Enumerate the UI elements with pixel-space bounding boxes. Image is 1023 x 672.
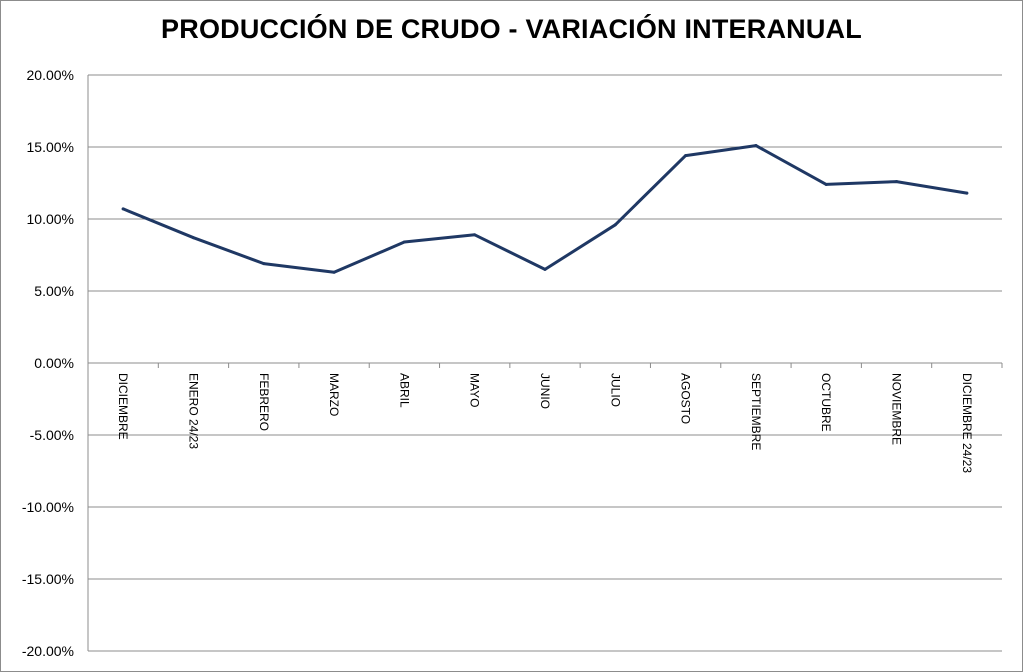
- axes: [87, 75, 1003, 651]
- data-point: [824, 182, 828, 186]
- data-point: [543, 267, 547, 271]
- series-line: [121, 144, 969, 274]
- y-tick-label: 15.00%: [27, 139, 74, 155]
- y-tick-label: 10.00%: [27, 211, 74, 227]
- x-tick-label: OCTUBRE: [819, 373, 833, 432]
- y-tick-label: -20.00%: [22, 643, 74, 659]
- y-tick-label: -15.00%: [22, 571, 74, 587]
- chart-title: PRODUCCIÓN DE CRUDO - VARIACIÓN INTERANU…: [161, 14, 862, 44]
- gridlines: [88, 74, 1002, 652]
- y-tick-labels: 20.00% 15.00% 10.00% 5.00% 0.00% -5.00% -10.00…: [22, 67, 74, 659]
- data-point: [754, 144, 758, 148]
- x-tick-label: JULIO: [608, 373, 622, 407]
- x-tick-label: MARZO: [327, 373, 341, 416]
- data-point: [332, 270, 336, 274]
- data-point: [965, 191, 969, 195]
- x-tick-labels: DICIEMBRE ENERO 24/23 FEBRERO MARZO ABRIL MAY…: [116, 373, 974, 473]
- y-tick-label: 20.00%: [27, 67, 74, 83]
- y-tick-label: -10.00%: [22, 499, 74, 515]
- x-tick-label: AGOSTO: [679, 373, 693, 424]
- data-point: [895, 180, 899, 184]
- x-tick-label: FEBRERO: [257, 373, 271, 431]
- x-tick-label: NOVIEMBRE: [890, 373, 904, 445]
- data-point: [473, 233, 477, 237]
- y-tick-label: -5.00%: [30, 427, 74, 443]
- data-point: [191, 236, 195, 240]
- x-tick-label: ENERO 24/23: [186, 373, 200, 449]
- x-tick-label: DICIEMBRE: [116, 373, 130, 440]
- data-point: [262, 262, 266, 266]
- data-point: [684, 154, 688, 158]
- x-tick-label: JUNIO: [538, 373, 552, 409]
- x-tick-label: MAYO: [468, 373, 482, 407]
- x-tick-label: DICIEMBRE 24/23: [960, 373, 974, 473]
- x-tick-label: SEPTIEMBRE: [749, 373, 763, 450]
- data-point: [613, 223, 617, 227]
- y-tick-label: 5.00%: [34, 283, 74, 299]
- data-point: [121, 207, 125, 211]
- data-point: [402, 240, 406, 244]
- series-lines: [121, 144, 969, 274]
- y-tick-label: 0.00%: [34, 355, 74, 371]
- x-tick-label: ABRIL: [397, 373, 411, 408]
